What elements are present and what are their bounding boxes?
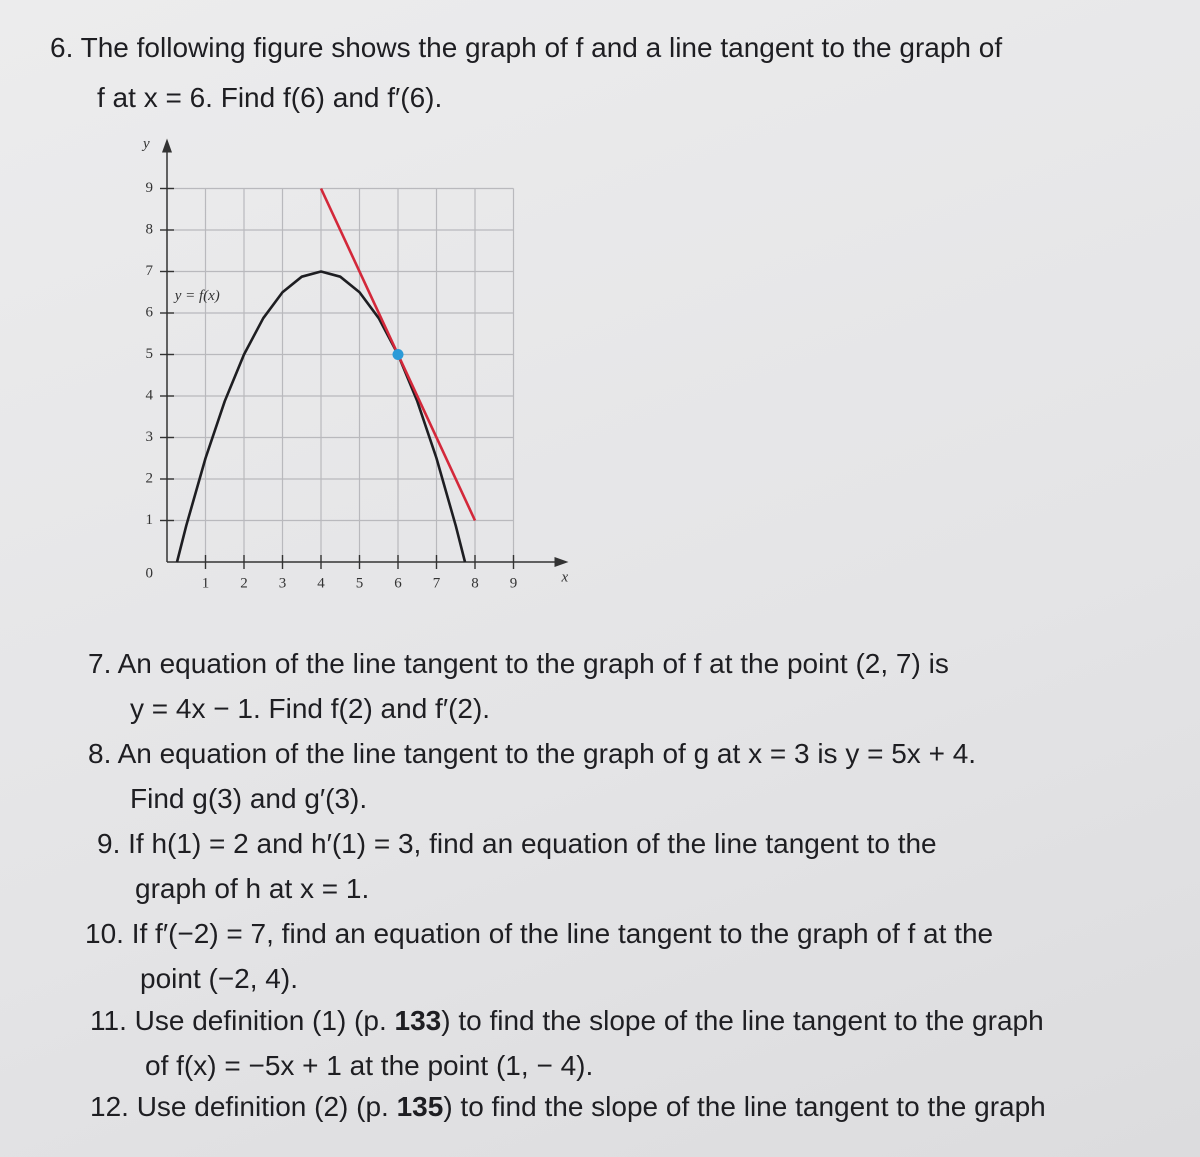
page-ref: 135: [396, 1091, 444, 1122]
text-line: 6. The following figure shows the graph …: [50, 32, 1003, 63]
x-tick-label: 9: [510, 575, 518, 591]
text-line: 10. If f′(−2) = 7, find an equation of t…: [85, 918, 994, 949]
x-tick-label: 6: [394, 575, 402, 591]
point: [392, 349, 404, 360]
text: 11. Use definition (1) (p.: [90, 1005, 395, 1036]
text-line: point (−2, 4).: [140, 963, 298, 994]
text-line: f at x = 6. Find f(6) and f′(6).: [97, 82, 443, 113]
figure: 1 2 3 4 5 6 7 8 9 1 2 3 4 5 6 7 8 9 x y 0 y = f(x): [141, 136, 569, 591]
curve: [175, 270, 467, 563]
text: ) to find the slope of the line tangent …: [443, 1091, 1046, 1122]
curve-label: y = f(x): [173, 288, 220, 304]
y-tick-label: 4: [146, 387, 154, 403]
text-line: 7. An equation of the line tangent to th…: [88, 648, 949, 679]
text-line: 12. Use definition (2) (p. 135) to find …: [90, 1093, 1046, 1121]
x-tick-label: 4: [317, 575, 325, 591]
y-tick-label: 2: [146, 470, 154, 486]
text-line: 11. Use definition (1) (p. 133) to find …: [90, 1007, 1044, 1035]
text-line: y = 4x − 1. Find f(2) and f′(2).: [130, 693, 491, 724]
text: 12. Use definition (2) (p.: [90, 1091, 397, 1122]
text-line: graph of h at x = 1.: [135, 873, 370, 904]
text-line: 9. If h(1) = 2 and h′(1) = 3, find an eq…: [97, 828, 937, 859]
y-tick-label: 7: [146, 263, 154, 279]
x-arrow: [554, 557, 569, 567]
y-arrow: [162, 138, 172, 153]
text-line: 8. An equation of the line tangent to th…: [88, 738, 977, 769]
y-tick-label: 9: [146, 180, 154, 196]
x-tick-label: 8: [471, 575, 479, 591]
y-axis-label: y: [141, 136, 150, 152]
text-line: of f(x) = −5x + 1 at the point (1, − 4).: [145, 1050, 594, 1081]
x-tick-label: 1: [202, 575, 210, 591]
y-tick-label: 5: [146, 346, 154, 362]
y-tick-label: 6: [146, 304, 154, 320]
x-tick-label: 7: [433, 575, 441, 591]
page-ref: 133: [394, 1005, 442, 1036]
x-tick-label: 2: [240, 575, 248, 591]
text: ) to find the slope of the line tangent …: [441, 1005, 1044, 1036]
x-tick-label: 3: [279, 575, 287, 591]
y-tick-label: 8: [146, 221, 154, 237]
origin-label: 0: [146, 565, 154, 581]
y-tick-label: 1: [146, 512, 154, 528]
y-tick-label: 3: [146, 429, 154, 445]
x-tick-label: 5: [356, 575, 364, 591]
text-line: Find g(3) and g′(3).: [130, 783, 368, 814]
x-axis-label: x: [561, 569, 569, 585]
